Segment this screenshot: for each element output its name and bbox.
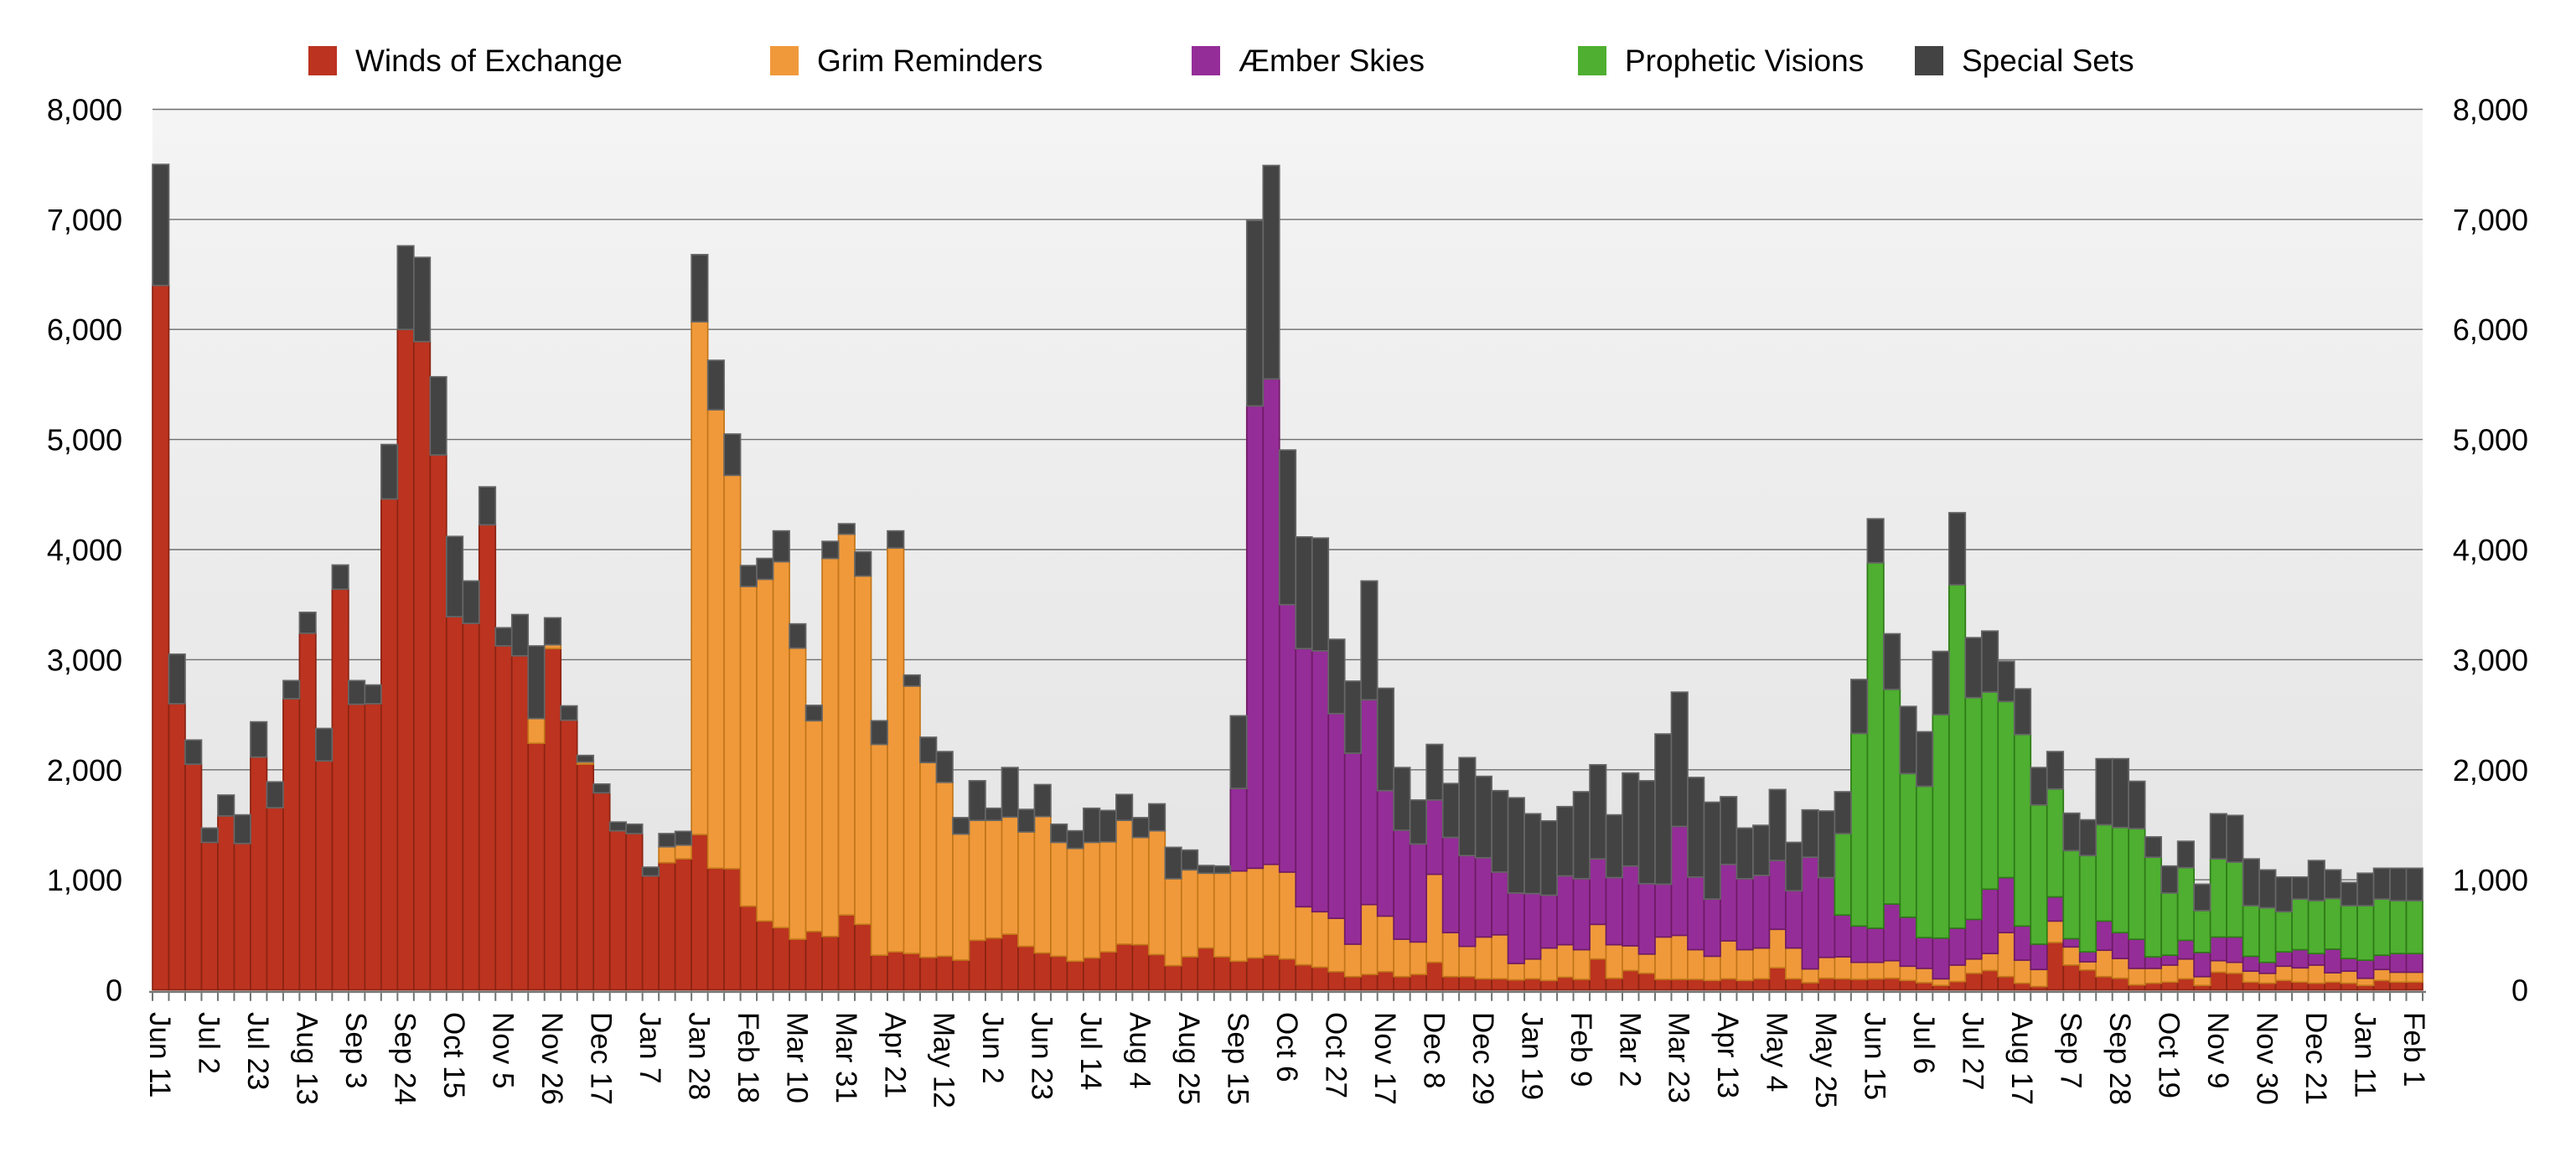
svg-text:Jul 2: Jul 2: [193, 1012, 225, 1074]
svg-text:Jul 6: Jul 6: [1907, 1012, 1940, 1074]
svg-text:1,000: 1,000: [2453, 863, 2528, 897]
svg-text:Winds of Exchange: Winds of Exchange: [355, 44, 623, 78]
svg-text:Apr 13: Apr 13: [1711, 1012, 1744, 1098]
svg-text:Jan 19: Jan 19: [1515, 1012, 1548, 1100]
svg-text:Oct 27: Oct 27: [1320, 1012, 1353, 1098]
svg-text:Jan 11: Jan 11: [2348, 1012, 2381, 1098]
svg-text:Aug 13: Aug 13: [291, 1012, 323, 1105]
svg-text:Dec 8: Dec 8: [1417, 1012, 1450, 1088]
svg-text:3,000: 3,000: [47, 643, 122, 677]
svg-text:Oct 6: Oct 6: [1270, 1012, 1303, 1082]
svg-text:Sep 28: Sep 28: [2103, 1012, 2136, 1105]
svg-text:Aug 17: Aug 17: [2005, 1012, 2038, 1105]
svg-text:Sep 7: Sep 7: [2055, 1012, 2087, 1088]
svg-text:Jun 11: Jun 11: [143, 1012, 176, 1098]
svg-text:Feb 1: Feb 1: [2398, 1012, 2430, 1087]
svg-text:8,000: 8,000: [2453, 93, 2528, 127]
svg-text:Special Sets: Special Sets: [1962, 44, 2134, 78]
svg-text:Nov 17: Nov 17: [1368, 1012, 1401, 1105]
svg-text:May 25: May 25: [1809, 1012, 1842, 1108]
svg-text:4,000: 4,000: [2453, 533, 2528, 567]
svg-text:Nov 26: Nov 26: [535, 1012, 568, 1105]
svg-text:Jun 23: Jun 23: [1026, 1012, 1058, 1100]
svg-text:Oct 15: Oct 15: [437, 1012, 470, 1098]
svg-text:May 4: May 4: [1761, 1012, 1793, 1092]
svg-text:Grim Reminders: Grim Reminders: [817, 44, 1042, 78]
svg-text:6,000: 6,000: [47, 312, 122, 347]
svg-text:Aug 25: Aug 25: [1172, 1012, 1205, 1105]
svg-text:5,000: 5,000: [2453, 423, 2528, 457]
svg-text:7,000: 7,000: [47, 203, 122, 237]
svg-text:Dec 29: Dec 29: [1466, 1012, 1499, 1105]
svg-text:Nov 9: Nov 9: [2201, 1012, 2234, 1088]
svg-text:Apr 21: Apr 21: [878, 1012, 911, 1098]
svg-text:1,000: 1,000: [47, 863, 122, 897]
svg-text:Mar 10: Mar 10: [780, 1012, 813, 1103]
svg-text:May 12: May 12: [928, 1012, 960, 1108]
svg-text:Nov 30: Nov 30: [2250, 1012, 2283, 1105]
svg-text:Dec 21: Dec 21: [2299, 1012, 2332, 1105]
svg-text:Jul 23: Jul 23: [241, 1012, 274, 1090]
svg-text:Jan 28: Jan 28: [682, 1012, 715, 1100]
svg-text:0: 0: [2511, 974, 2528, 1008]
svg-text:Sep 15: Sep 15: [1222, 1012, 1254, 1105]
svg-text:Jun 2: Jun 2: [976, 1012, 1009, 1084]
svg-text:6,000: 6,000: [2453, 312, 2528, 347]
svg-text:Jul 27: Jul 27: [1957, 1012, 1989, 1090]
svg-text:Mar 31: Mar 31: [830, 1012, 862, 1103]
svg-text:Sep 24: Sep 24: [389, 1012, 422, 1105]
svg-text:4,000: 4,000: [47, 533, 122, 567]
svg-text:Mar 2: Mar 2: [1613, 1012, 1646, 1087]
svg-text:Jul 14: Jul 14: [1074, 1012, 1107, 1090]
svg-text:Sep 3: Sep 3: [339, 1012, 372, 1088]
svg-text:3,000: 3,000: [2453, 643, 2528, 677]
svg-text:2,000: 2,000: [47, 753, 122, 788]
svg-text:Æmber Skies: Æmber Skies: [1239, 44, 1425, 78]
svg-text:Mar 23: Mar 23: [1663, 1012, 1695, 1103]
svg-text:Oct 19: Oct 19: [2152, 1012, 2185, 1098]
svg-text:Jan 7: Jan 7: [634, 1012, 666, 1084]
svg-text:2,000: 2,000: [2453, 753, 2528, 788]
svg-text:0: 0: [106, 974, 122, 1008]
svg-text:7,000: 7,000: [2453, 203, 2528, 237]
svg-text:Aug 4: Aug 4: [1124, 1012, 1156, 1088]
svg-text:Feb 9: Feb 9: [1565, 1012, 1597, 1087]
svg-text:Dec 17: Dec 17: [585, 1012, 618, 1105]
svg-text:8,000: 8,000: [47, 93, 122, 127]
svg-text:5,000: 5,000: [47, 423, 122, 457]
svg-text:Nov 5: Nov 5: [487, 1012, 520, 1088]
svg-text:Jun 15: Jun 15: [1859, 1012, 1891, 1100]
svg-text:Prophetic Visions: Prophetic Visions: [1625, 44, 1864, 78]
svg-text:Feb 18: Feb 18: [732, 1012, 764, 1103]
